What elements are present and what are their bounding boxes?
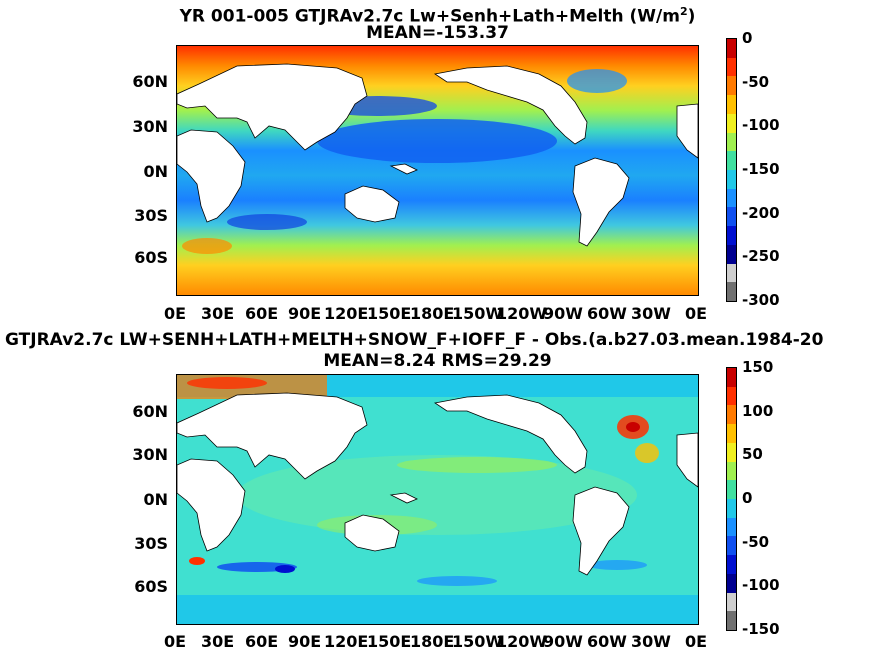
colorbar-segment: [727, 263, 736, 283]
colorbar-tick-label: 50: [742, 445, 763, 464]
colorbar-segment: [727, 442, 736, 463]
colorbar-tick-label: 0: [742, 29, 753, 47]
colorbar-tick-label: -150: [742, 160, 780, 178]
colorbar-segment: [727, 207, 736, 227]
colorbar-segment: [727, 39, 736, 59]
colorbar-segment: [727, 113, 736, 134]
panel2-lat-label: 30S: [134, 534, 168, 553]
panel1-title: YR 001-005 GTJRAv2.7c Lw+Senh+Lath+Melth…: [0, 2, 875, 27]
colorbar-segment: [727, 611, 736, 631]
panel1-lon-label: 150W: [452, 304, 504, 323]
panel1-lon-label: 60E: [245, 304, 279, 323]
panel1-lon-label: 180E: [410, 304, 455, 323]
panel1-lon-label: 90W: [543, 304, 583, 323]
panel1-title-close: ): [687, 6, 696, 27]
panel1-lon-label: 30E: [201, 304, 235, 323]
panel2-lon-label: 150E: [367, 632, 412, 651]
colorbar-segment: [727, 517, 736, 537]
colorbar-segment: [727, 151, 736, 171]
colorbar-segment: [727, 132, 736, 152]
panel2-lat-label: 30N: [132, 445, 168, 464]
panel2-lon-label: 60E: [245, 632, 279, 651]
panel2-subtitle: MEAN=8.24 RMS=29.29: [323, 351, 552, 371]
colorbar-segment: [727, 405, 736, 425]
colorbar-segment: [727, 226, 736, 246]
colorbar-tick-label: -300: [742, 291, 780, 309]
colorbar-tick-label: -100: [742, 116, 780, 135]
panel1-lon-label: 120E: [324, 304, 369, 323]
colorbar-segment: [727, 499, 736, 519]
panel1-lat-label: 0N: [143, 162, 168, 181]
panel2-lon-label: 30E: [201, 632, 235, 651]
panel1-lon-label: 30W: [631, 304, 671, 323]
panel2-lon-label: 180E: [410, 632, 455, 651]
colorbar-tick-label: -200: [742, 203, 780, 222]
panel1-lon-label: 60W: [587, 304, 627, 323]
panel2-map: [176, 374, 699, 625]
panel1-lat-label: 30N: [132, 117, 168, 136]
panel1-lat-label: 30S: [134, 206, 168, 225]
panel2-lon-label: 90E: [288, 632, 322, 651]
colorbar-segment: [727, 424, 736, 444]
colorbar-segment: [727, 76, 736, 96]
colorbar-segment: [727, 188, 736, 208]
panel1-lon-label: 90E: [288, 304, 322, 323]
panel2-lon-label: 0E: [685, 632, 708, 651]
colorbar-tick-label: -150: [742, 620, 780, 638]
panel1-title-sup: 2: [679, 5, 688, 18]
colorbar-segment: [727, 386, 736, 406]
panel1-map: [176, 45, 699, 296]
panel1-map-svg: [177, 46, 698, 295]
colorbar-segment: [727, 573, 736, 594]
panel2-lon-label: 120W: [496, 632, 548, 651]
colorbar-segment: [727, 170, 736, 190]
colorbar-segment: [727, 461, 736, 481]
panel2-title: GTJRAv2.7c LW+SENH+LATH+MELTH+SNOW_F+IOF…: [5, 330, 824, 350]
panel1-lat-label: 60S: [134, 248, 168, 267]
panel2-lon-label: 90W: [543, 632, 583, 651]
colorbar-segment: [727, 555, 736, 575]
colorbar-tick-label: 150: [742, 358, 774, 376]
panel1-lat-label: 60N: [132, 72, 168, 91]
panel2-lon-label: 0E: [164, 632, 187, 651]
panel1-lon-label: 120W: [496, 304, 548, 323]
panel2-lat-label: 0N: [143, 490, 168, 509]
panel1-colorbar: [726, 38, 737, 302]
colorbar-segment: [727, 480, 736, 500]
colorbar-tick-label: -50: [742, 72, 770, 91]
colorbar-tick-label: -250: [742, 247, 780, 266]
colorbar-segment: [727, 536, 736, 556]
panel2-lat-label: 60N: [132, 402, 168, 421]
panel2-lon-label: 60W: [587, 632, 627, 651]
panel2-lat-label: 60S: [134, 577, 168, 596]
panel2-lon-label: 150W: [452, 632, 504, 651]
colorbar-tick-label: 100: [742, 401, 774, 420]
panel1-subtitle: MEAN=-153.37: [366, 23, 509, 43]
colorbar-segment: [727, 282, 736, 302]
colorbar-tick-label: 0: [742, 489, 753, 507]
panel2-lon-label: 120E: [324, 632, 369, 651]
panel1-lon-label: 0E: [685, 304, 708, 323]
panel1-title-text: YR 001-005 GTJRAv2.7c Lw+Senh+Lath+Melth…: [179, 6, 680, 27]
colorbar-segment: [727, 57, 736, 77]
colorbar-tick-label: -50: [742, 532, 770, 551]
panel2-colorbar: [726, 367, 737, 631]
panel2-map-svg: [177, 375, 698, 624]
colorbar-segment: [727, 95, 736, 115]
panel1-lon-label: 0E: [164, 304, 187, 323]
panel1-lon-label: 150E: [367, 304, 412, 323]
panel2-lon-label: 30W: [631, 632, 671, 651]
colorbar-segment: [727, 244, 736, 265]
colorbar-segment: [727, 592, 736, 612]
colorbar-tick-label: -100: [742, 576, 780, 595]
colorbar-segment: [727, 368, 736, 388]
